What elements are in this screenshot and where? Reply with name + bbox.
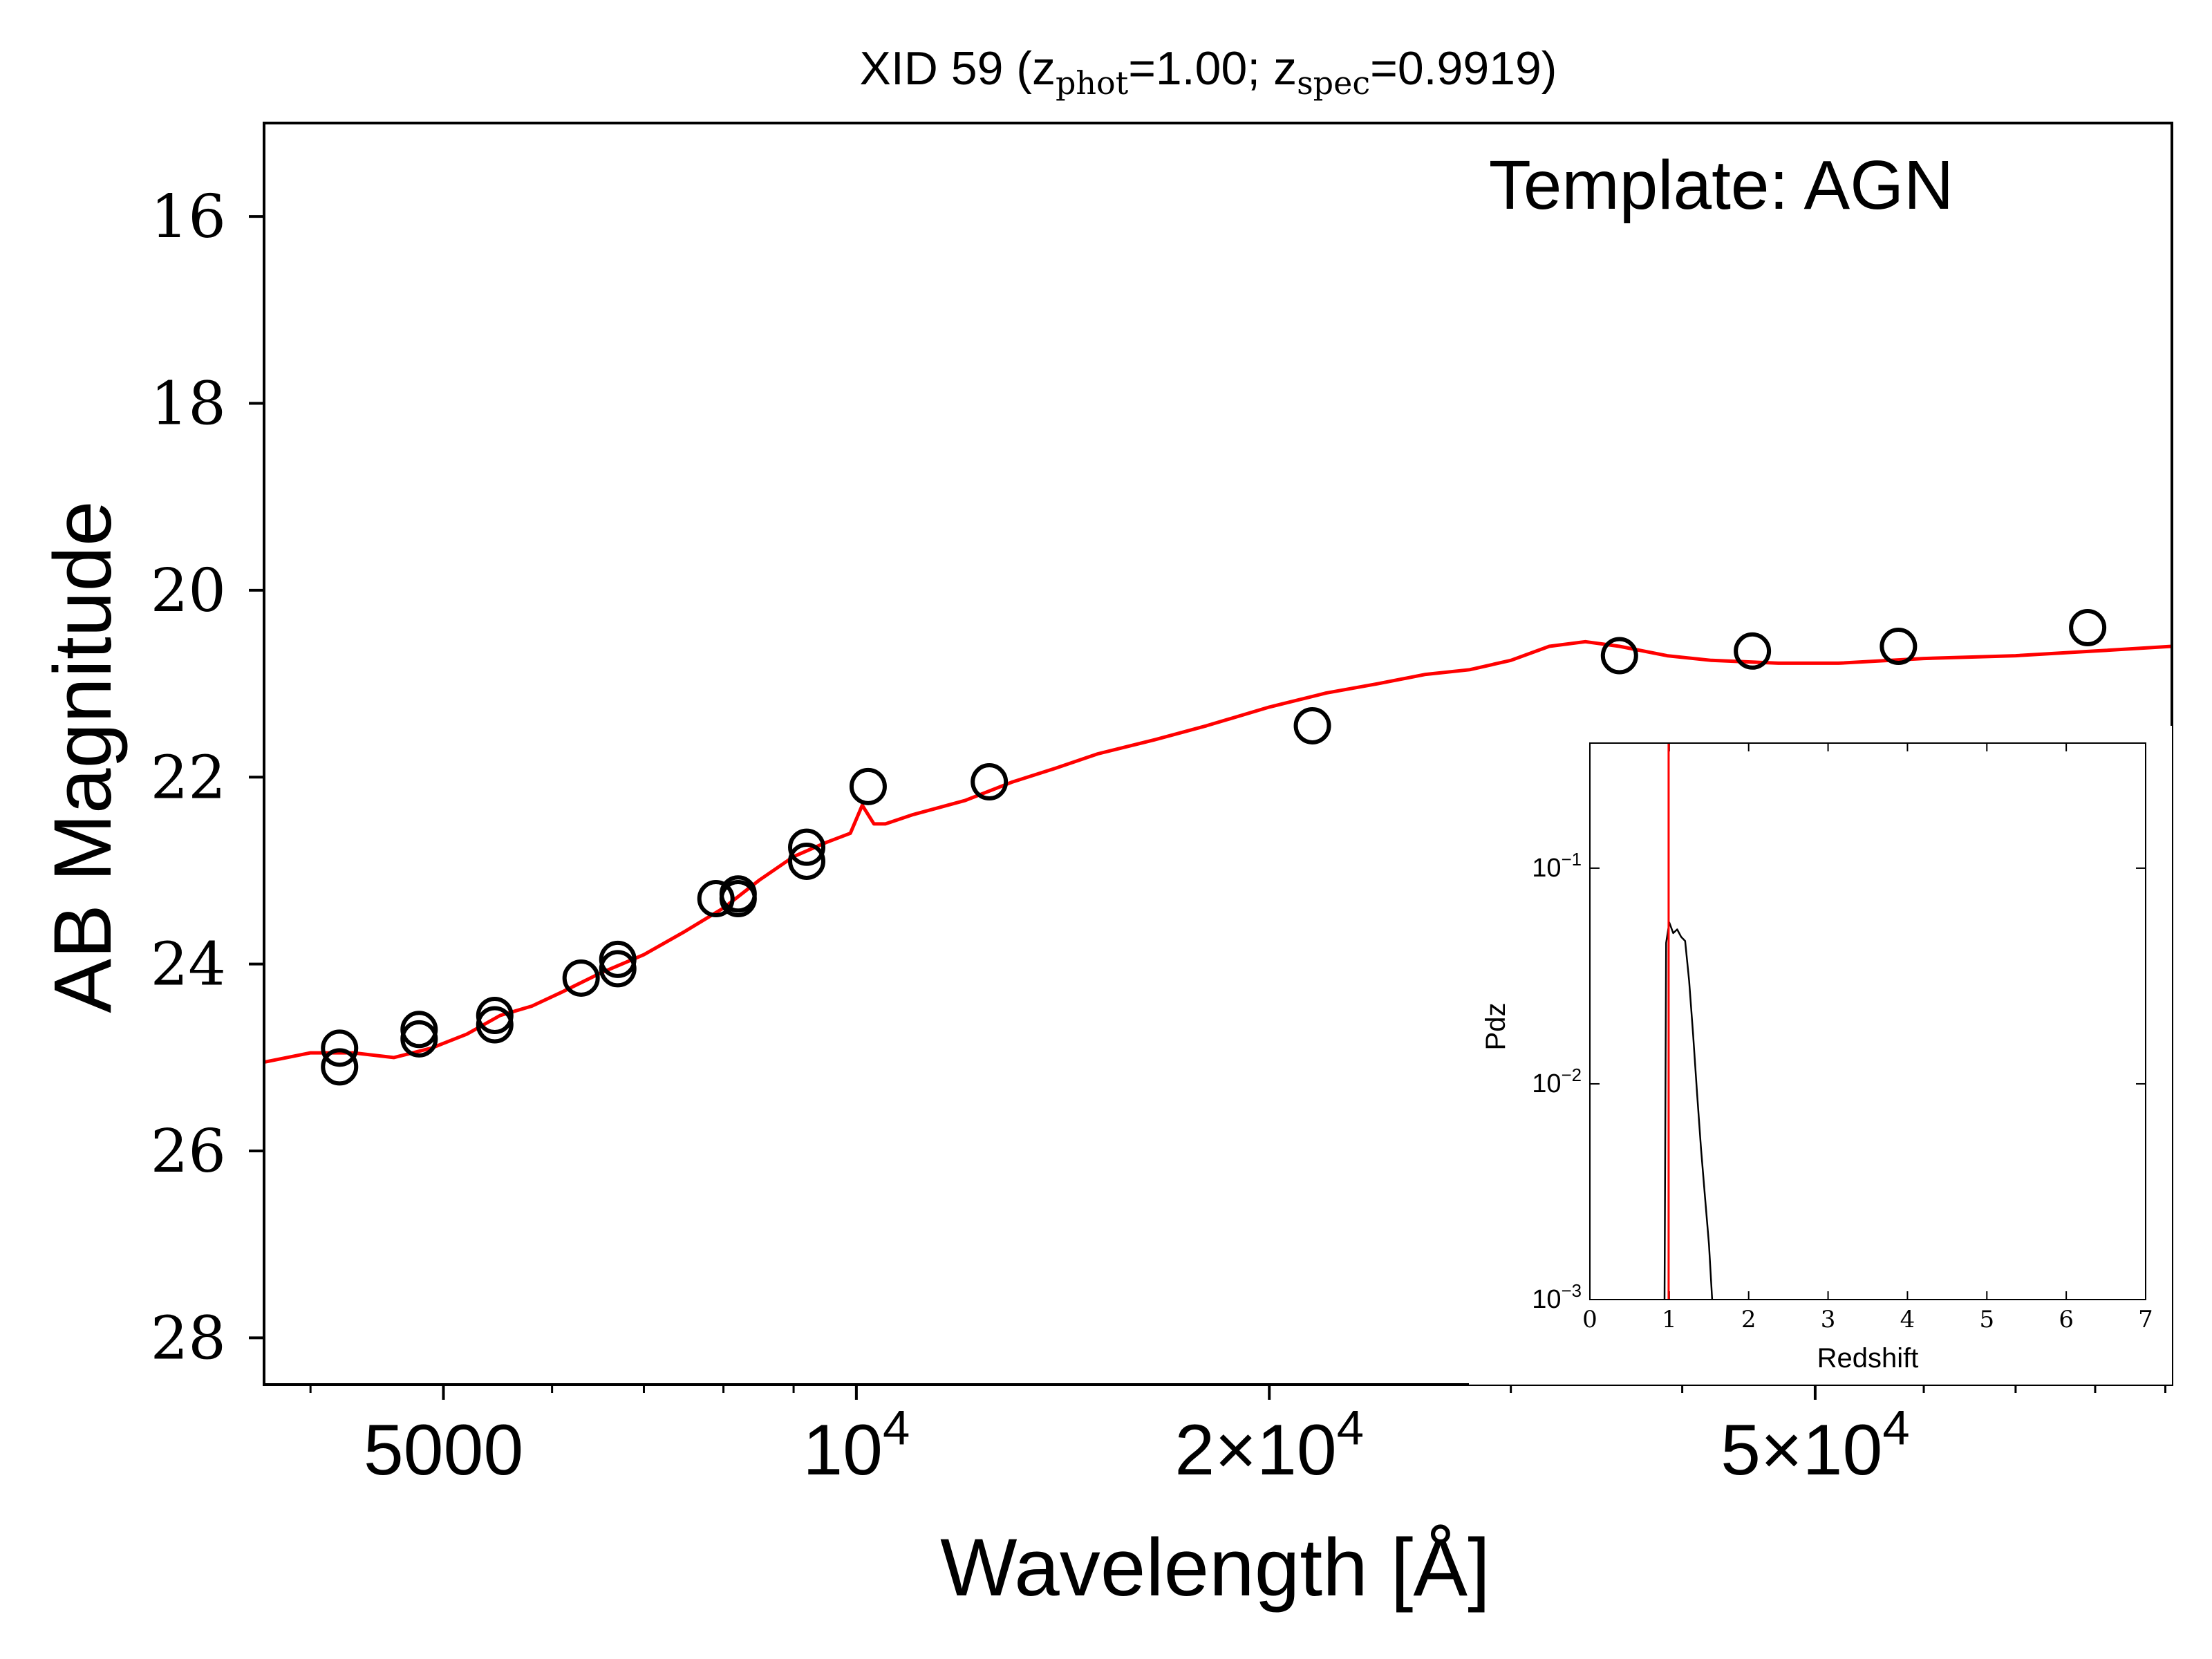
photometry-point xyxy=(400,1011,438,1049)
inset-x-tick-label: 2 xyxy=(1741,1306,1756,1333)
photometry-point xyxy=(321,1048,359,1086)
photometry-point xyxy=(697,880,735,918)
photometry-point xyxy=(562,959,600,997)
model-sed-line xyxy=(263,639,2173,1065)
inset-y-tick-label: 10−2 xyxy=(1532,1066,1582,1098)
inset-x-axis-label: Redshift xyxy=(1817,1343,1919,1374)
x-tick-label: 5×104 xyxy=(1721,1400,1910,1490)
photometry-point xyxy=(476,1006,514,1044)
y-tick-label: 26 xyxy=(151,1117,226,1186)
inset-y-axis-label: Pdz xyxy=(1481,1003,1511,1051)
photometry-point xyxy=(476,997,514,1035)
photometry-point xyxy=(788,842,826,880)
photometry-point xyxy=(2069,609,2107,646)
photometry-point xyxy=(1880,628,1918,666)
x-axis-label: Wavelength [Å] xyxy=(940,1522,1490,1613)
y-tick-label: 18 xyxy=(151,370,226,439)
pdz-line-group xyxy=(1663,743,1714,1300)
model-sed-line-group xyxy=(263,639,2173,1065)
photometry-point xyxy=(971,763,1009,801)
y-tick-label: 22 xyxy=(151,743,226,812)
photometry-point xyxy=(788,828,826,866)
inset-y-tick-label: 10−1 xyxy=(1532,850,1582,883)
x-tick-label: 104 xyxy=(803,1400,910,1490)
photometry-point xyxy=(400,1020,438,1058)
x-tick-label: 2×104 xyxy=(1174,1400,1364,1490)
photometry-point xyxy=(599,950,637,988)
photometry-point xyxy=(849,767,887,805)
inset-x-tick-label: 1 xyxy=(1662,1306,1677,1333)
y-tick-label: 20 xyxy=(151,556,226,626)
pdz-curve xyxy=(1663,921,1714,1300)
inset-y-tick-label: 10−3 xyxy=(1532,1282,1582,1314)
y-tick-label: 28 xyxy=(151,1304,226,1373)
inset-x-tick-label: 7 xyxy=(2138,1306,2153,1333)
photometry-point xyxy=(321,1029,359,1067)
photometry-point xyxy=(1293,706,1331,744)
inset-x-tick-label: 6 xyxy=(2059,1306,2074,1333)
inset-pdz-plot: 0 1 2 3 4 5 6 7 10−1 10−2 10−3 Redshift Pdz xyxy=(1469,726,2172,1385)
y-tick-label: 16 xyxy=(151,182,226,252)
y-tick-label: 24 xyxy=(151,930,226,1000)
photometry-point xyxy=(1600,637,1638,675)
inset-x-tick-label: 3 xyxy=(1821,1306,1836,1333)
photometry-points-group xyxy=(321,609,2107,1086)
template-annotation: Template: AGN xyxy=(1489,147,1954,224)
inset-x-tick-label: 4 xyxy=(1900,1306,1915,1333)
inset-background xyxy=(1469,726,2172,1385)
inset-x-tick-label: 0 xyxy=(1582,1306,1597,1333)
inset-frame xyxy=(1589,742,2146,1300)
photometry-point xyxy=(719,875,757,913)
y-axis-label: AB Magnitude xyxy=(37,500,129,1013)
x-tick-label: 5000 xyxy=(364,1410,523,1490)
chart-title: XID 59 (zphot=1.00; zspec=0.9919) xyxy=(860,42,1557,102)
inset-x-tick-label: 5 xyxy=(1979,1306,1994,1333)
photometry-point xyxy=(1734,632,1772,670)
photometry-point xyxy=(599,940,637,978)
